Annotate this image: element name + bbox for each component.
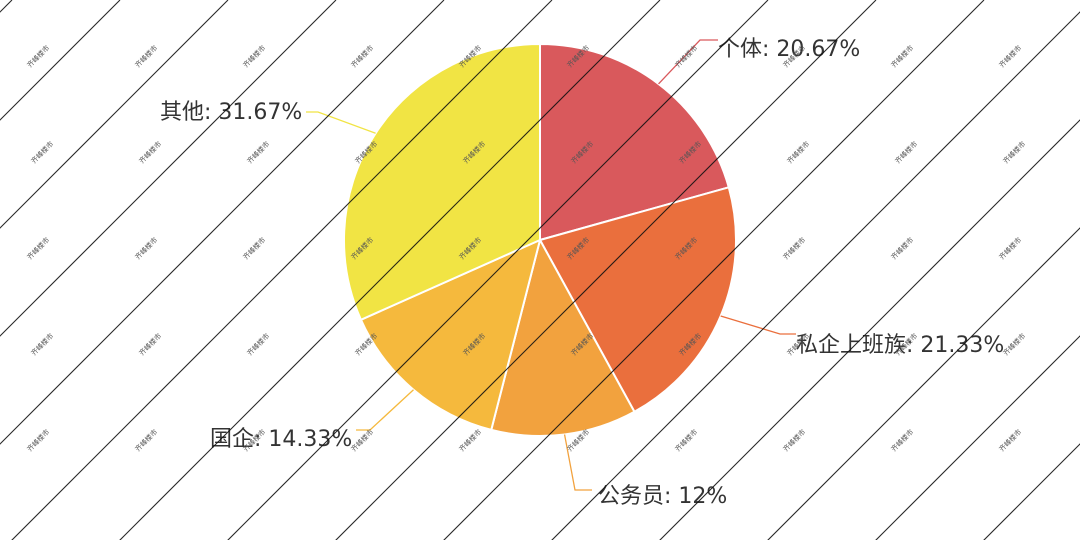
watermark-text: 齐峰楼市	[673, 43, 699, 69]
slice-label: 国企: 14.33%	[210, 427, 352, 452]
slice-label: 其他: 31.67%	[160, 100, 302, 125]
watermark-text: 齐峰楼市	[889, 235, 915, 261]
watermark-text: 齐峰楼市	[133, 235, 159, 261]
leader-line	[658, 39, 718, 85]
watermark-line	[443, 0, 985, 540]
watermark-text: 齐峰楼市	[997, 235, 1023, 261]
watermark-text: 齐峰楼市	[133, 43, 159, 69]
watermark-line	[659, 119, 1080, 540]
slice-label: 个体: 20.67%	[718, 37, 860, 62]
leader-line	[306, 111, 376, 134]
watermark-text: 齐峰楼市	[25, 43, 51, 69]
watermark-text: 齐峰楼市	[889, 43, 915, 69]
watermark-line	[875, 335, 1080, 540]
watermark-text: 齐峰楼市	[137, 331, 163, 357]
watermark-text: 齐峰楼市	[997, 427, 1023, 453]
pie-slices	[343, 42, 737, 437]
watermark-text: 齐峰楼市	[241, 43, 267, 69]
watermark-line	[983, 443, 1080, 540]
pie-slice	[538, 186, 737, 414]
watermark-text: 齐峰楼市	[457, 427, 483, 453]
leader-line	[720, 315, 796, 335]
leader-line	[563, 434, 592, 491]
slice-label: 公务员: 12%	[598, 484, 727, 509]
pie-slice	[490, 237, 636, 437]
watermark-line	[0, 0, 229, 229]
watermark-text: 齐峰楼市	[349, 427, 375, 453]
leader-line	[356, 389, 414, 431]
watermark-line	[227, 0, 769, 540]
watermark-line	[0, 0, 445, 445]
watermark-text: 齐峰楼市	[29, 139, 55, 165]
watermark-text: 齐峰楼市	[29, 331, 55, 357]
slice-label: 私企上班族: 21.33%	[796, 333, 1004, 358]
watermark-text: 齐峰楼市	[1001, 139, 1027, 165]
watermark-text: 齐峰楼市	[241, 235, 267, 261]
watermark-text: 齐峰楼市	[245, 331, 271, 357]
watermark-text: 齐峰楼市	[245, 139, 271, 165]
watermark-text: 齐峰楼市	[781, 235, 807, 261]
watermark-text: 齐峰楼市	[785, 139, 811, 165]
watermark-line	[0, 0, 337, 337]
watermark-line	[11, 0, 553, 540]
watermark-text: 齐峰楼市	[25, 235, 51, 261]
watermark-text: 齐峰楼市	[893, 139, 919, 165]
watermark-text: 齐峰楼市	[133, 427, 159, 453]
watermark-text: 齐峰楼市	[889, 427, 915, 453]
watermark-line	[0, 0, 13, 13]
watermark-line	[335, 0, 877, 540]
watermark-text: 齐峰楼市	[349, 43, 375, 69]
watermark-line	[119, 0, 661, 540]
slice-labels: 个体: 20.67% 私企上班族: 21.33% 公务员: 12% 国企: 14.33…	[160, 37, 1004, 509]
watermark-text: 齐峰楼市	[781, 427, 807, 453]
pie-slice	[359, 238, 542, 432]
watermark-line	[0, 0, 121, 121]
watermark-text: 齐峰楼市	[25, 427, 51, 453]
watermark-text: 齐峰楼市	[1001, 331, 1027, 357]
leader-lines	[306, 39, 796, 491]
watermark-line	[767, 227, 1080, 540]
watermark-text: 齐峰楼市	[997, 43, 1023, 69]
watermark-line	[551, 11, 1080, 540]
pie-slice	[343, 42, 541, 322]
watermark-text: 齐峰楼市	[673, 427, 699, 453]
watermark-text: 齐峰楼市	[137, 139, 163, 165]
